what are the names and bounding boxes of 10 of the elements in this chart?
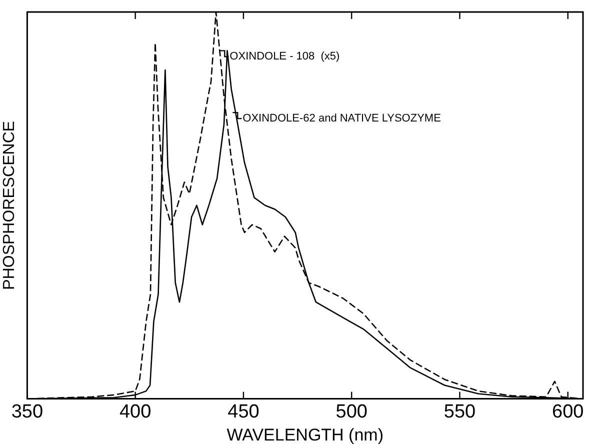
x-axis-title: WAVELENGTH (nm) <box>226 425 384 444</box>
y-axis-title: PHOSPHORESCENCE <box>1 120 18 290</box>
annotation: OXINDOLE - 108 (x5) <box>230 50 340 63</box>
x-tick-label: 600 <box>552 401 584 422</box>
x-tick-label: 450 <box>228 401 260 422</box>
annotation: OXINDOLE-62 and NATIVE LYSOZYME <box>242 112 441 125</box>
x-tick-label: 500 <box>336 401 368 422</box>
x-tick-label: 400 <box>119 401 152 422</box>
x-tick-label: 550 <box>444 401 476 422</box>
x-tick-label: 350 <box>11 401 44 422</box>
